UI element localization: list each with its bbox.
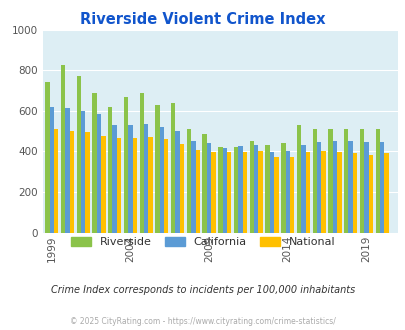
Bar: [108, 107, 112, 233]
Bar: [368, 154, 372, 233]
Bar: [65, 108, 70, 233]
Bar: [359, 129, 363, 233]
Bar: [238, 147, 242, 233]
Bar: [336, 152, 341, 233]
Bar: [70, 131, 74, 233]
Bar: [202, 134, 207, 233]
Bar: [379, 142, 384, 233]
Bar: [296, 125, 301, 233]
Bar: [77, 76, 81, 233]
Bar: [265, 146, 269, 233]
Bar: [54, 129, 58, 233]
Bar: [112, 125, 117, 233]
Bar: [249, 141, 254, 233]
Bar: [124, 97, 128, 233]
Bar: [144, 124, 148, 233]
Bar: [179, 144, 184, 233]
Bar: [285, 151, 289, 233]
Bar: [61, 65, 65, 233]
Bar: [211, 152, 215, 233]
Bar: [45, 82, 49, 233]
Bar: [301, 146, 305, 233]
Text: © 2025 CityRating.com - https://www.cityrating.com/crime-statistics/: © 2025 CityRating.com - https://www.city…: [70, 317, 335, 326]
Bar: [49, 107, 54, 233]
Bar: [242, 152, 247, 233]
Bar: [328, 129, 332, 233]
Bar: [233, 148, 238, 233]
Bar: [128, 125, 132, 233]
Text: Crime Index corresponds to incidents per 100,000 inhabitants: Crime Index corresponds to incidents per…: [51, 285, 354, 295]
Bar: [316, 142, 321, 233]
Bar: [195, 150, 200, 233]
Legend: Riverside, California, National: Riverside, California, National: [66, 233, 339, 252]
Bar: [96, 114, 101, 233]
Bar: [226, 152, 231, 233]
Bar: [159, 127, 164, 233]
Bar: [186, 129, 191, 233]
Bar: [289, 156, 294, 233]
Bar: [375, 129, 379, 233]
Bar: [352, 153, 356, 233]
Bar: [155, 105, 159, 233]
Text: Riverside Violent Crime Index: Riverside Violent Crime Index: [80, 12, 325, 26]
Bar: [101, 136, 105, 233]
Bar: [273, 156, 278, 233]
Bar: [117, 138, 121, 233]
Bar: [207, 143, 211, 233]
Bar: [164, 139, 168, 233]
Bar: [343, 129, 347, 233]
Bar: [85, 132, 90, 233]
Bar: [191, 141, 195, 233]
Bar: [258, 151, 262, 233]
Bar: [363, 142, 368, 233]
Bar: [171, 103, 175, 233]
Bar: [305, 152, 309, 233]
Bar: [139, 93, 144, 233]
Bar: [384, 153, 388, 233]
Bar: [254, 146, 258, 233]
Bar: [132, 138, 137, 233]
Bar: [217, 148, 222, 233]
Bar: [312, 129, 316, 233]
Bar: [280, 143, 285, 233]
Bar: [269, 152, 273, 233]
Bar: [332, 141, 336, 233]
Bar: [222, 148, 226, 233]
Bar: [321, 151, 325, 233]
Bar: [175, 131, 179, 233]
Bar: [81, 111, 85, 233]
Bar: [148, 137, 152, 233]
Bar: [347, 141, 352, 233]
Bar: [92, 93, 96, 233]
